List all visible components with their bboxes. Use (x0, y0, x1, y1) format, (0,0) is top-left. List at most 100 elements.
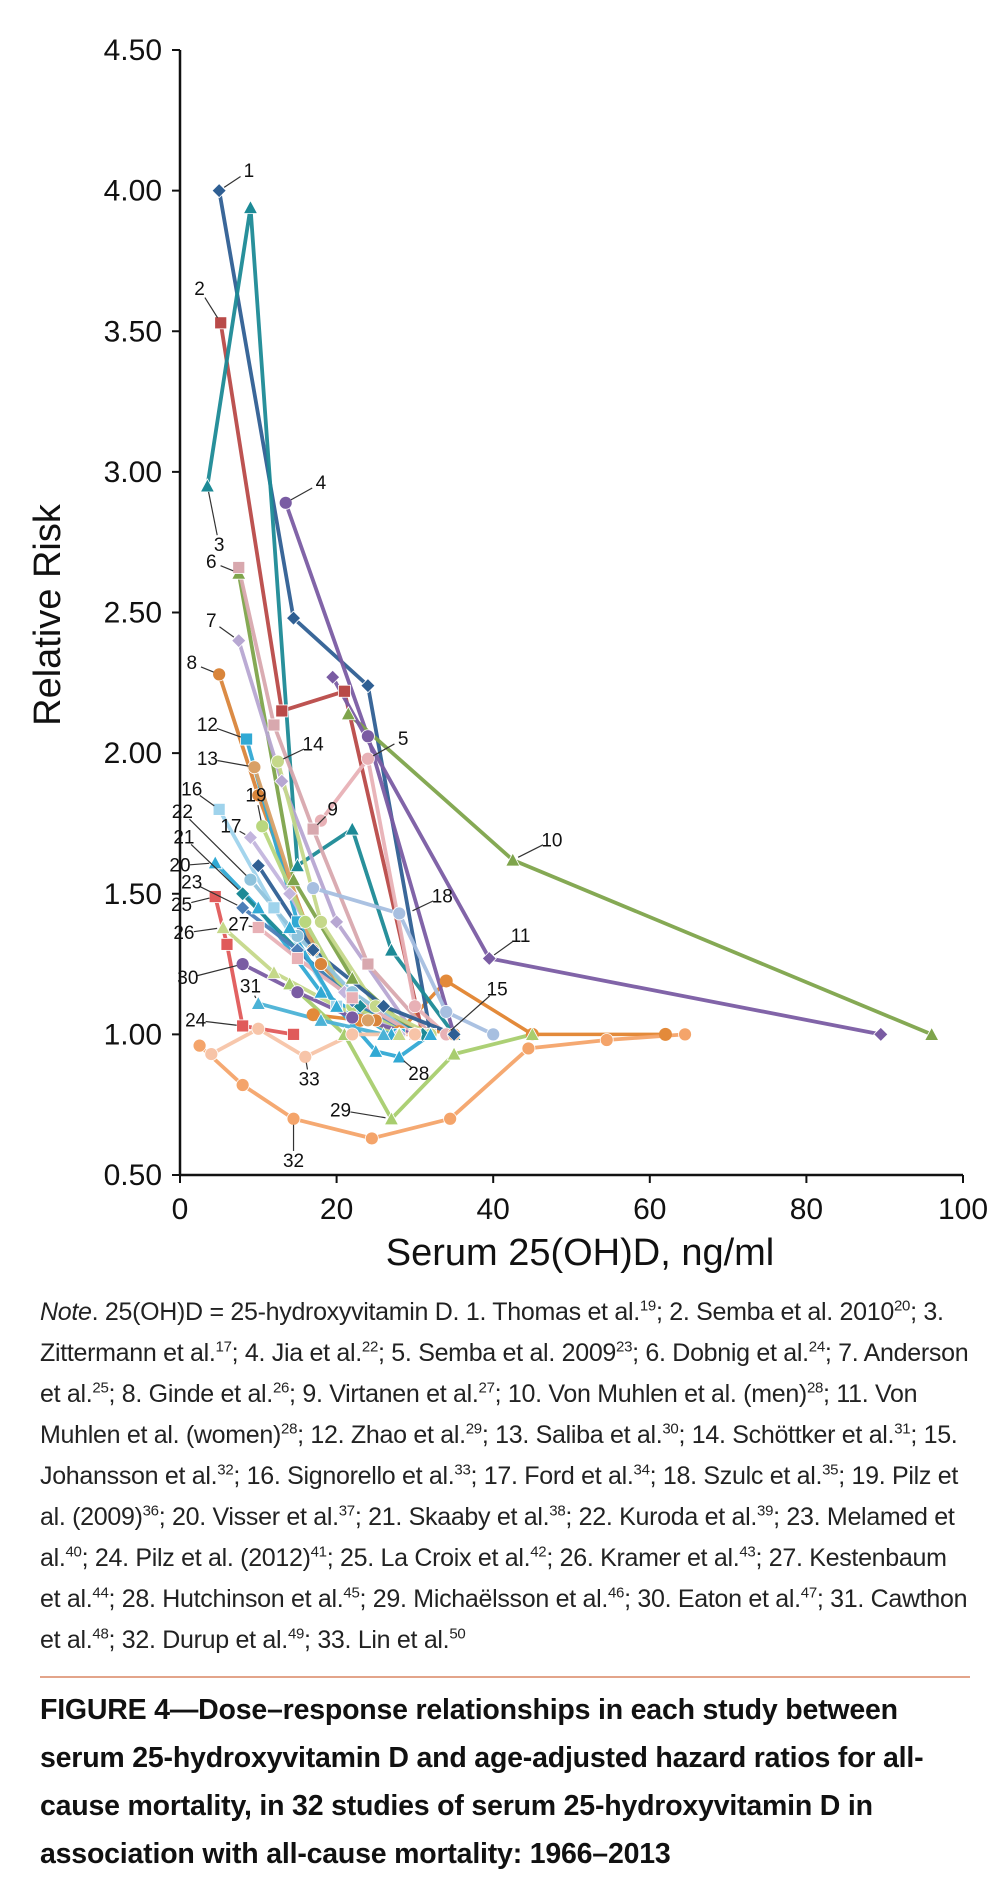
series-number-label: 31 (240, 977, 261, 998)
reference-number: 42 (530, 1543, 547, 1561)
reference-number: 36 (142, 1502, 159, 1520)
note-text: ; 22. Kuroda et al. (565, 1503, 758, 1531)
series-19-marker (255, 819, 270, 834)
note-text: ; 27. Kestenbaum et al. (40, 1544, 947, 1613)
series-line-2 (218, 322, 425, 1035)
series-9-marker (361, 957, 375, 971)
series-15-marker (446, 1026, 462, 1042)
note-text: ; 12. Zhao et al. (297, 1421, 466, 1449)
series-number-label: 14 (303, 735, 325, 756)
reference-number: 44 (92, 1584, 109, 1602)
series-7-marker (329, 914, 345, 930)
series-32-marker (192, 1038, 207, 1053)
note-text: ; 8. Ginde et al. (108, 1380, 274, 1408)
series-27-marker (345, 991, 359, 1005)
series-15-marker (305, 942, 321, 958)
leader-line (283, 748, 305, 760)
reference-number: 39 (757, 1502, 774, 1520)
note-text: . 25(OH)D = 25-hydroxyvitamin D. 1. Thom… (91, 1298, 641, 1326)
caption-divider (40, 1676, 970, 1678)
leader-line (248, 925, 253, 928)
point-label-layer: 1234567891011121314151617181920212223242… (169, 161, 562, 1172)
note-text: ; 13. Saliba et al. (481, 1421, 663, 1449)
reference-number: 17 (215, 1338, 232, 1356)
series-29-marker (524, 1026, 541, 1041)
axes: 0.50 1.00 1.50 2.00 2.50 3.00 3.50 4.00 4.50 0 20 4… (104, 34, 988, 1226)
series-18-marker (392, 906, 407, 921)
note-text: ; 11. Von Muhlen et al. (women) (40, 1380, 918, 1449)
leader-line (305, 1062, 309, 1070)
reference-number: 26 (272, 1379, 290, 1397)
series-number-label: 19 (245, 785, 266, 806)
series-3-marker (289, 857, 306, 873)
leader-line (350, 1111, 386, 1119)
series-32-marker (286, 1111, 301, 1126)
series-32-marker (235, 1078, 250, 1092)
series-marker (306, 1008, 320, 1022)
series-29-marker (446, 1046, 462, 1061)
series-25-marker (236, 1019, 250, 1033)
series-28-marker (368, 1043, 384, 1058)
series-1-marker (211, 183, 227, 199)
leader-line (220, 565, 234, 572)
series-8-marker (251, 788, 266, 803)
series-2-marker (275, 704, 289, 718)
series-18-marker (439, 1004, 454, 1019)
note-text: ; 30. Eaton et al. (624, 1585, 801, 1613)
leader-line (189, 818, 247, 876)
series-28-marker (328, 998, 345, 1013)
series-number-label: 4 (316, 473, 327, 494)
series-11-marker (481, 950, 497, 967)
series-number-label: 24 (185, 1010, 207, 1031)
reference-number: 22 (361, 1338, 379, 1356)
series-number-label: 21 (173, 828, 194, 849)
figure-note: Note. 25(OH)D = 25-hydroxyvitamin D. 1. … (40, 1292, 970, 1661)
marker-layer (192, 183, 940, 1146)
leader-line (290, 487, 313, 501)
y-tick-label: 3.50 (104, 315, 162, 348)
series-number-label: 18 (432, 887, 453, 908)
y-tick-label: 2.00 (104, 737, 162, 770)
note-text: ; 7. Anderson et al. (40, 1339, 969, 1408)
x-tick-label: 80 (790, 1193, 823, 1226)
leader-line (191, 897, 210, 904)
series-30-marker (290, 985, 305, 1000)
series-31-marker (313, 1012, 329, 1027)
series-number-label: 26 (173, 923, 194, 944)
series-18-marker (486, 1027, 501, 1042)
series-14-marker (314, 914, 328, 929)
series-33-marker (298, 1049, 313, 1064)
reference-number: 41 (310, 1543, 327, 1561)
reference-number: 49 (287, 1625, 305, 1643)
leader-line (223, 175, 241, 188)
series-number-label: 30 (177, 968, 198, 989)
note-text: ; 10. Von Muhlen et al. (men) (494, 1380, 808, 1408)
reference-number: 31 (894, 1420, 911, 1438)
series-10-marker (505, 852, 521, 867)
series-27-marker (251, 921, 265, 934)
note-text: ; 9. Virtanen et al. (289, 1380, 479, 1408)
note-text: ; 20. Visser et al. (158, 1503, 339, 1531)
series-9-marker (267, 718, 281, 732)
reference-number: 38 (549, 1502, 566, 1520)
series-23-marker (235, 900, 251, 916)
y-tick-label: 2.50 (104, 597, 162, 630)
reference-number: 37 (338, 1502, 355, 1520)
series-number-label: 27 (228, 915, 249, 936)
series-3-marker (383, 942, 400, 957)
y-tick-label: 1.00 (104, 1018, 162, 1051)
leader-line (403, 1060, 412, 1068)
reference-number: 50 (449, 1625, 466, 1643)
reference-number: 23 (616, 1338, 633, 1356)
note-text: ; 23. Melamed et al. (40, 1503, 955, 1572)
reference-number: 19 (639, 1297, 656, 1315)
reference-number: 40 (65, 1543, 82, 1561)
series-number-label: 29 (330, 1100, 351, 1121)
series-20-marker (207, 854, 223, 870)
note-text: ; 29. Michaëlsson et al. (359, 1585, 609, 1613)
series-7-marker (231, 633, 247, 649)
reference-number: 27 (478, 1379, 495, 1397)
series-19-marker (298, 914, 313, 929)
series-line-18 (312, 886, 495, 1037)
series-15-marker (250, 858, 266, 874)
